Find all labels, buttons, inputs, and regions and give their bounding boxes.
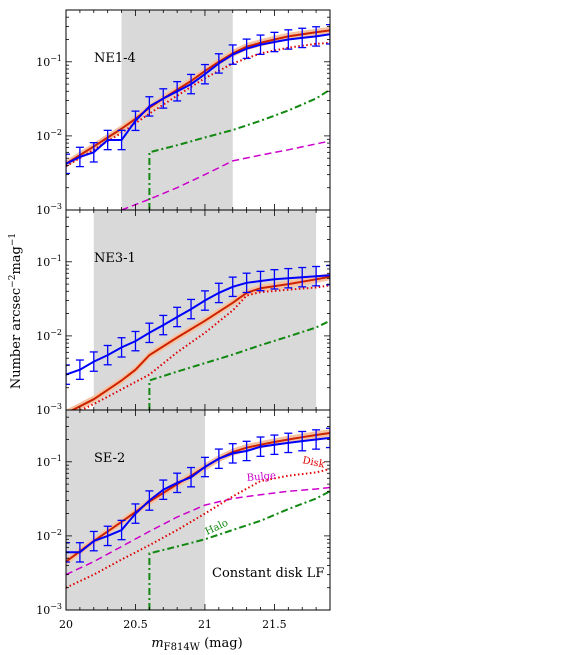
y-tick-label: 10−2 <box>36 328 62 343</box>
bulge-curve-label: Bulge <box>246 470 276 484</box>
disk-curve-label: Disk <box>301 455 326 471</box>
y-tick-label: 10−2 <box>36 528 62 543</box>
panel-ne1-4: 10−3 10−2 10−1 NE1-4 <box>36 9 331 217</box>
panel-frame <box>65 409 331 611</box>
y-tick-label: 10−2 <box>36 128 62 143</box>
y-tick-label: 10−3 <box>36 402 62 417</box>
y-tick-label: 10−1 <box>36 254 62 269</box>
halo-component-line <box>148 319 330 410</box>
constant-disk-lf-note: Constant disk LF <box>212 566 324 581</box>
panel-label: SE-2 <box>94 451 125 466</box>
y-axis-label: Number arcsec−2mag−1 <box>8 233 24 389</box>
bulge-component-line <box>121 140 330 210</box>
observed-data-line <box>66 33 330 165</box>
disk-component-line <box>78 284 330 410</box>
x-tick-label: 21 <box>198 618 212 631</box>
halo-component-line <box>148 490 330 610</box>
y-tick-label: 10−3 <box>36 602 62 617</box>
panel-label: NE3-1 <box>94 251 136 266</box>
model-total-line <box>66 29 330 165</box>
panel-plot-area <box>66 410 330 610</box>
y-tick-label: 10−3 <box>36 202 62 217</box>
x-tick-label: 20 <box>59 618 73 631</box>
model-uncertainty-band <box>66 273 330 410</box>
x-tick-label: 20.5 <box>123 618 148 631</box>
observed-data-line <box>66 436 330 554</box>
y-tick-label: 10−1 <box>36 454 62 469</box>
panel-plot-area <box>66 210 330 410</box>
completeness-shade <box>121 10 233 210</box>
x-tick-label: 21.5 <box>262 618 287 631</box>
panel-label: NE1-4 <box>94 51 136 66</box>
x-axis-label: mF814W (mag) <box>151 636 242 653</box>
bulge-component-line <box>66 486 330 576</box>
panel-se-2: 10−3 10−2 10−1 SE-2 Constant disk LF Disk Bulg… <box>36 409 331 617</box>
panel-ne3-1: 10−3 10−2 10−1 NE3-1 <box>36 209 331 417</box>
observed-data-line <box>66 274 330 376</box>
panel-plot-area <box>66 10 330 210</box>
y-tick-label: 10−1 <box>36 54 62 69</box>
